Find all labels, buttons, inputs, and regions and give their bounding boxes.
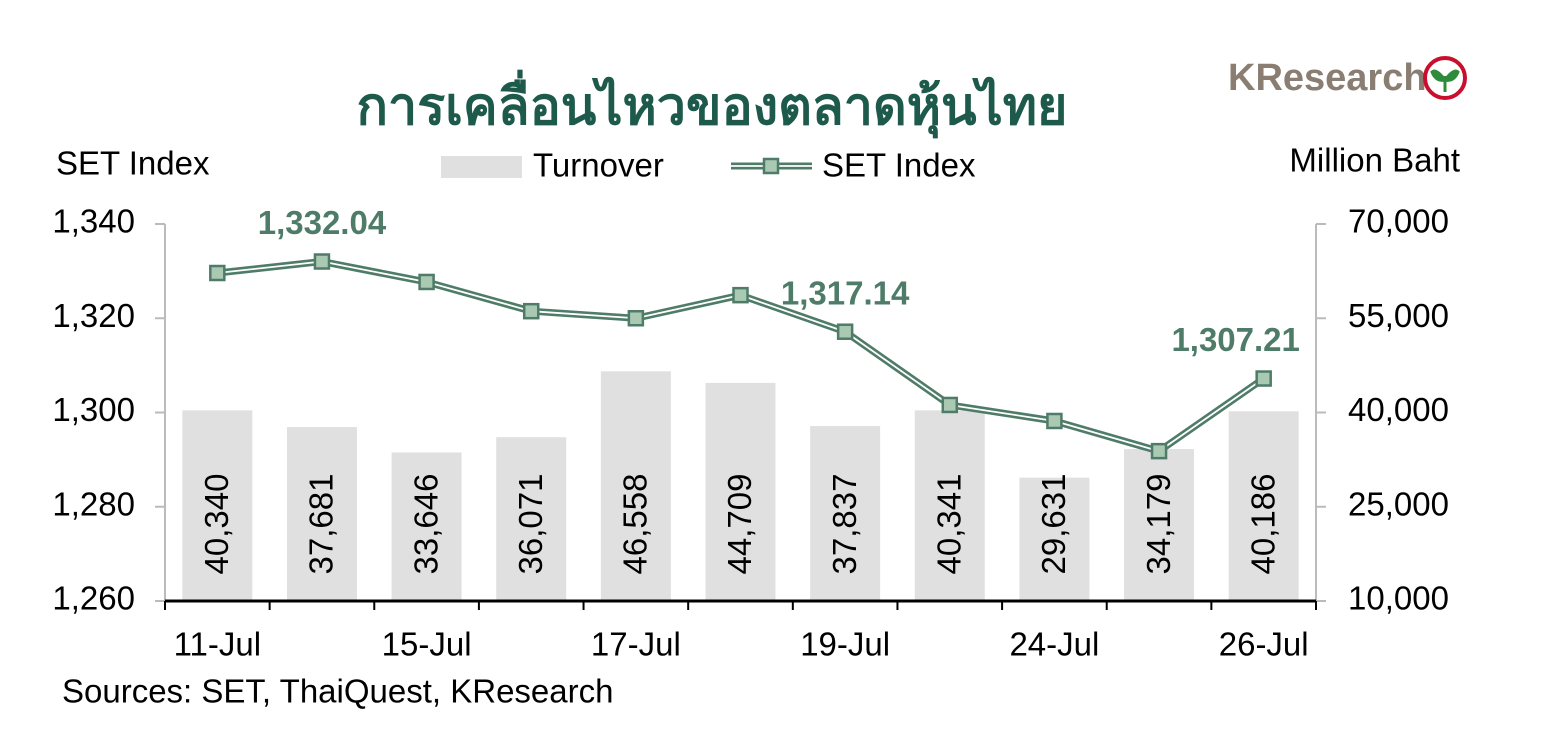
bar-value-label: 34,179	[1140, 474, 1177, 575]
chart-title: การเคลื่อนไหวของตลาดหุ้นไทย	[357, 70, 1068, 139]
legend-label: Turnover	[533, 147, 664, 184]
y2-axis-label: Million Baht	[1289, 142, 1460, 179]
y-tick-label: 1,260	[52, 580, 135, 617]
bar-value-label: 29,631	[1035, 474, 1072, 575]
bar-value-label: 33,646	[407, 474, 444, 575]
legend-swatch	[441, 156, 522, 178]
bar	[182, 410, 253, 601]
y2-tick-label: 70,000	[1348, 203, 1449, 240]
y2-tick-label: 25,000	[1348, 485, 1449, 522]
line-marker	[941, 396, 959, 414]
bar	[286, 427, 357, 601]
bar-value-label: 36,071	[512, 474, 549, 575]
x-tick-label: 26-Jul	[1219, 626, 1309, 663]
logo-leaf	[1430, 69, 1460, 92]
x-tick-label: 19-Jul	[800, 626, 890, 663]
y2-tick-label: 10,000	[1348, 580, 1449, 617]
logo-text: KResearch	[1228, 57, 1427, 99]
line-marker	[836, 323, 854, 340]
bar	[1228, 411, 1299, 601]
bar-value-label: 44,709	[721, 474, 758, 575]
bar-value-label: 37,681	[303, 474, 340, 575]
bar	[391, 452, 462, 601]
bar	[705, 382, 776, 601]
legend-marker	[762, 157, 780, 175]
line-marker	[1046, 412, 1063, 430]
line-marker	[1255, 370, 1272, 387]
bar-value-label: 46,558	[617, 474, 654, 575]
legend-label: SET Index	[822, 147, 976, 184]
line-value-label: 1,317.14	[781, 274, 910, 311]
y-tick-label: 1,320	[52, 297, 135, 334]
source-note: Sources: SET, ThaiQuest, KResearch	[62, 673, 613, 710]
bar-value-label: 40,340	[198, 474, 235, 575]
y-axis-label: SET Index	[56, 145, 210, 182]
bar	[1124, 449, 1195, 601]
line-marker	[732, 286, 749, 304]
line-marker	[209, 264, 226, 282]
x-tick-label: 17-Jul	[591, 626, 681, 663]
y2-tick-label: 40,000	[1348, 391, 1449, 428]
x-tick-label: 24-Jul	[1009, 626, 1099, 663]
line-value-label: 1,307.21	[1171, 321, 1299, 358]
line-marker	[313, 253, 331, 270]
bar-value-label: 37,837	[826, 474, 863, 575]
bar	[1019, 477, 1090, 601]
line-marker	[418, 273, 435, 291]
bar	[810, 426, 881, 601]
logo-icon	[1423, 56, 1467, 100]
y-tick-label: 1,340	[52, 203, 135, 240]
line-value-label: 1,332.04	[258, 204, 387, 241]
y2-tick-label: 55,000	[1348, 297, 1449, 334]
bar-value-label: 40,186	[1244, 474, 1281, 575]
bar-value-label: 40,341	[930, 474, 967, 575]
y-tick-label: 1,280	[52, 485, 135, 522]
y-tick-label: 1,300	[52, 391, 135, 428]
x-tick-label: 15-Jul	[382, 626, 472, 663]
line-marker	[1150, 442, 1168, 460]
bar	[496, 437, 567, 601]
bar	[914, 410, 985, 601]
x-tick-label: 11-Jul	[174, 626, 261, 663]
line-marker	[627, 310, 645, 327]
bar	[600, 371, 671, 601]
line-marker	[522, 302, 540, 320]
